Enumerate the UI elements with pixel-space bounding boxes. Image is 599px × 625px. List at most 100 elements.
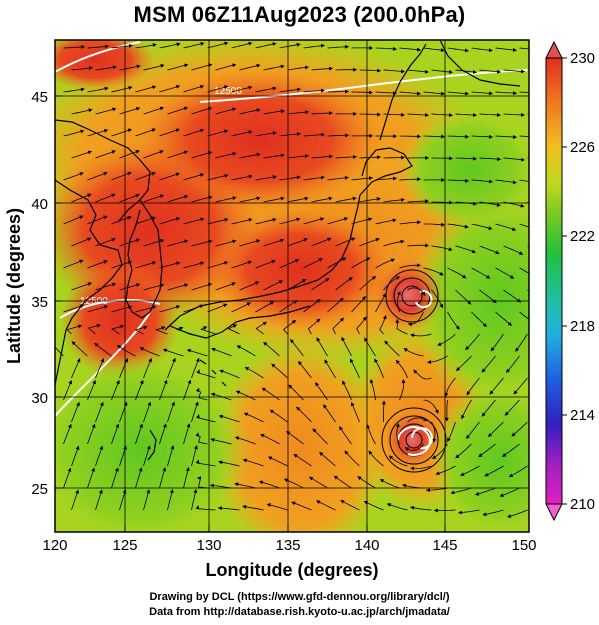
streamline xyxy=(71,445,80,467)
streamline xyxy=(87,44,110,49)
streamline xyxy=(63,87,85,93)
streamline xyxy=(63,259,84,269)
vortex-north xyxy=(372,259,444,331)
streamline xyxy=(63,423,72,445)
coastlines xyxy=(55,40,521,461)
streamline xyxy=(191,357,200,379)
streamline xyxy=(87,260,108,269)
y-tick-labels: 25 30 35 40 45 xyxy=(31,89,48,498)
y-tick-label: 30 xyxy=(31,390,48,407)
streamline xyxy=(135,261,157,269)
streamline xyxy=(351,90,374,95)
streamline xyxy=(111,215,132,225)
streamline xyxy=(143,194,164,203)
streamline xyxy=(231,260,253,269)
streamline xyxy=(207,173,229,181)
streamline xyxy=(527,289,529,292)
streamline xyxy=(435,465,456,476)
streamline xyxy=(207,217,229,225)
streamline xyxy=(236,345,256,357)
colorbar-gradient xyxy=(545,57,563,505)
streamline xyxy=(231,218,253,225)
streamline xyxy=(255,259,276,269)
streamline xyxy=(527,157,529,159)
streamline xyxy=(303,299,321,313)
streamline xyxy=(296,406,312,423)
streamline xyxy=(423,134,446,139)
streamline xyxy=(195,459,216,467)
streamline xyxy=(383,276,401,291)
streamline xyxy=(71,358,81,379)
streamline xyxy=(159,42,181,49)
streamline xyxy=(407,199,430,204)
streamline xyxy=(511,421,528,437)
streamline xyxy=(87,171,108,181)
streamline xyxy=(447,421,456,442)
streamline xyxy=(324,359,336,379)
streamline xyxy=(457,509,480,515)
streamline xyxy=(242,504,264,511)
streamline xyxy=(71,489,79,511)
streamline xyxy=(159,261,181,269)
streamline xyxy=(207,129,229,137)
streamline xyxy=(519,91,529,93)
streamline xyxy=(327,297,344,313)
streamline xyxy=(87,86,109,93)
streamline xyxy=(234,436,256,445)
streamline xyxy=(263,109,285,115)
streamline xyxy=(159,423,167,445)
streamline xyxy=(407,287,426,296)
streamline xyxy=(87,305,109,313)
streamline xyxy=(359,68,382,73)
streamline xyxy=(95,489,103,511)
streamline xyxy=(396,291,401,313)
streamline xyxy=(437,333,456,346)
streamline xyxy=(215,151,237,159)
streamline xyxy=(218,414,240,423)
x-tick-label: 130 xyxy=(196,537,221,554)
streamline xyxy=(167,106,189,115)
streamline xyxy=(413,369,432,380)
streamline xyxy=(375,46,398,51)
streamline xyxy=(351,401,360,423)
streamline xyxy=(279,132,301,137)
streamline xyxy=(207,85,229,93)
streamline xyxy=(431,200,454,205)
streamline xyxy=(447,267,467,279)
streamline xyxy=(227,324,240,335)
streamline xyxy=(340,500,360,511)
streamline xyxy=(374,358,384,379)
streamline xyxy=(515,333,528,352)
x-tick-label: 140 xyxy=(354,537,379,554)
streamline xyxy=(479,289,497,304)
streamline xyxy=(455,69,477,74)
streamline xyxy=(312,428,328,445)
streamline xyxy=(183,423,191,445)
streamline xyxy=(263,64,285,71)
streamline xyxy=(167,357,176,379)
streamline xyxy=(210,438,232,445)
streamline xyxy=(66,324,83,335)
streamline xyxy=(527,113,529,115)
streamline xyxy=(195,432,208,445)
streamline xyxy=(444,377,456,397)
streamline xyxy=(407,112,430,117)
streamline xyxy=(466,421,480,440)
streamline xyxy=(311,196,333,203)
streamline xyxy=(63,172,84,181)
streamline xyxy=(267,456,288,467)
streamline xyxy=(111,305,133,313)
streamline xyxy=(231,174,253,181)
streamline xyxy=(503,289,522,303)
y-tick-label: 40 xyxy=(31,196,48,213)
streamline xyxy=(307,318,321,335)
streamline xyxy=(479,245,500,255)
streamline xyxy=(119,489,127,511)
streamline xyxy=(315,500,336,511)
streamline xyxy=(431,421,437,443)
streamline xyxy=(255,301,275,313)
streamline xyxy=(143,489,151,511)
streamline xyxy=(263,341,280,357)
streamline xyxy=(279,42,301,49)
streamline xyxy=(209,483,232,489)
